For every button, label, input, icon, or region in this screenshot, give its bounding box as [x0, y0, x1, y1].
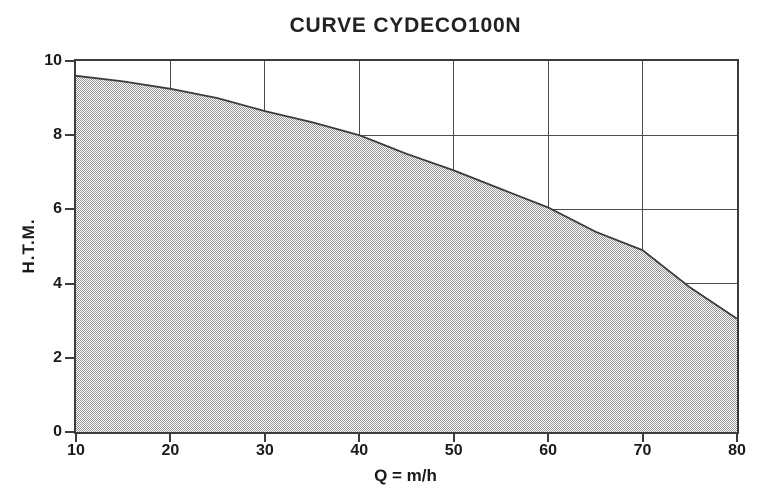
head-curve-svg [75, 74, 738, 320]
y-tick [65, 60, 74, 62]
y-tick-label: 0 [53, 423, 62, 440]
y-tick-label: 8 [53, 126, 62, 144]
y-tick [65, 431, 74, 433]
y-tick [65, 282, 74, 285]
y-tick-label: 2 [53, 348, 62, 366]
x-tick-label: 10 [67, 442, 85, 459]
y-tick-label: 4 [53, 274, 62, 292]
y-tick [65, 134, 74, 137]
x-tick [169, 434, 172, 442]
x-tick [452, 434, 455, 442]
y-tick-label: 10 [44, 52, 62, 69]
y-tick [65, 356, 74, 359]
plot-area [74, 59, 739, 434]
x-tick [736, 434, 738, 442]
x-tick-label: 60 [539, 442, 558, 459]
x-tick-label: 50 [444, 442, 463, 459]
x-tick [641, 434, 644, 442]
gridline-vertical [642, 61, 644, 432]
x-tick [263, 434, 266, 442]
x-tick-label: 30 [255, 442, 274, 459]
x-tick-label: 20 [161, 442, 180, 459]
head-curve [75, 74, 738, 320]
x-tick-label: 70 [633, 442, 652, 459]
x-axis-label: Q = m/h [374, 466, 437, 485]
x-tick [75, 434, 77, 442]
x-tick [547, 434, 550, 442]
y-tick [65, 208, 74, 211]
x-tick-label: 80 [728, 442, 746, 459]
gridline-horizontal [76, 134, 737, 136]
x-tick-label: 40 [350, 442, 369, 459]
y-axis-label: H.T.M. [19, 218, 38, 274]
y-tick-label: 6 [53, 200, 62, 218]
chart-title: CURVE CYDECO100N [289, 14, 522, 37]
x-tick [358, 434, 361, 442]
